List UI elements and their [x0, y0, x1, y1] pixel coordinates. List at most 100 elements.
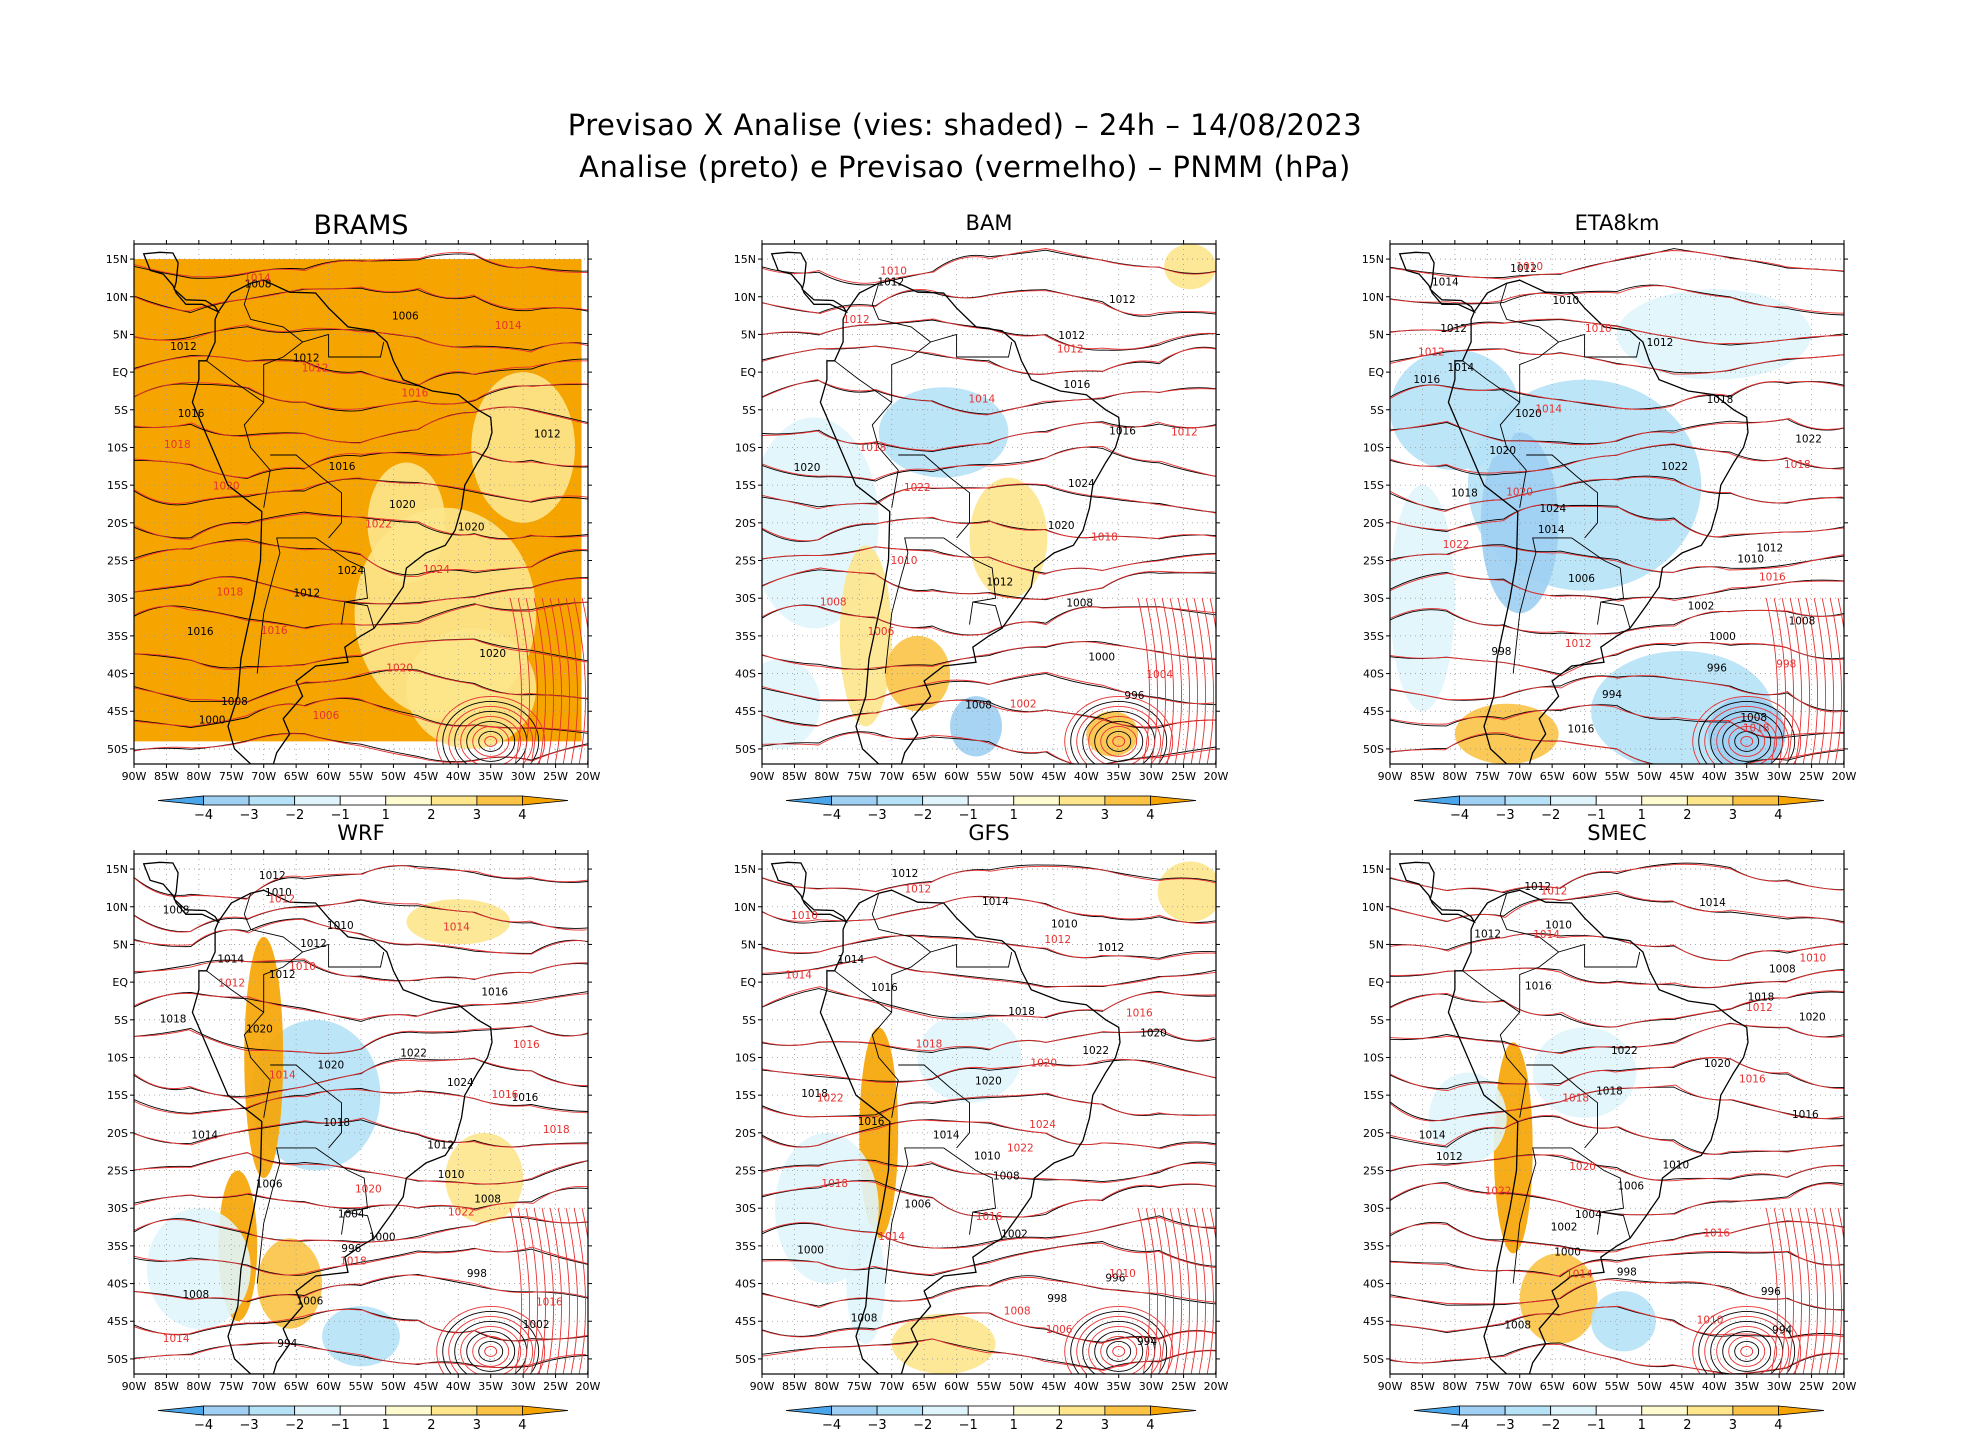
contour-label: 1020 — [458, 522, 485, 534]
contour-label: 1024 — [1029, 1119, 1056, 1131]
bias-region — [250, 1019, 381, 1171]
lat-tick-label: 15N — [106, 253, 128, 266]
colorbar-segment — [1778, 795, 1825, 806]
contour-label: 1010 — [438, 1169, 465, 1181]
lat-tick-label: 10S — [107, 1051, 128, 1064]
lat-tick-label: EQ — [112, 366, 128, 379]
contour-label: 1018 — [916, 1038, 943, 1050]
country-border — [956, 334, 1013, 358]
bias-region — [1707, 696, 1786, 764]
contour-label: 1022 — [1661, 461, 1688, 473]
contour-label: 1018 — [164, 439, 191, 451]
contour-label: 1020 — [1489, 445, 1516, 457]
lat-tick-label: 50S — [735, 743, 756, 756]
lat-tick-label: 35S — [735, 1240, 756, 1253]
lon-tick-label: 60W — [316, 1380, 341, 1393]
contour-label: 1012 — [1746, 1002, 1773, 1014]
panel-title: SMEC — [1587, 821, 1646, 845]
colorbar-segment — [967, 1405, 1015, 1416]
contour-label: 1022 — [1007, 1142, 1034, 1154]
bias-region — [1390, 485, 1455, 712]
colorbar: −4 −3 −2 −1 1 2 3 4 — [157, 795, 569, 823]
colorbar-label: −2 — [285, 808, 304, 823]
country-border — [256, 1147, 316, 1284]
lat-tick-label: 25S — [107, 1165, 128, 1178]
lat-tick-label: 20S — [1363, 517, 1384, 530]
lat-tick-label: 25S — [735, 1165, 756, 1178]
colorbar-segment — [1150, 1405, 1197, 1416]
colorbar-label: −1 — [959, 1418, 978, 1433]
colorbar-segment — [294, 795, 341, 806]
lon-tick-label: 30W — [1139, 1380, 1164, 1393]
contour-label: 1018 — [323, 1117, 350, 1129]
lon-tick-label: 90W — [750, 770, 775, 783]
colorbar-label: 3 — [473, 808, 481, 823]
lon-tick-label: 65W — [912, 1380, 937, 1393]
colorbar: −4 −3 −2 −1 1 2 3 4 — [157, 1405, 569, 1433]
contour-label: 1022 — [1443, 539, 1470, 551]
contour-label: 1012 — [1510, 263, 1537, 275]
contour-label: 1020 — [1569, 1161, 1596, 1173]
contour-label: 1014 — [933, 1129, 960, 1141]
lon-tick-label: 90W — [1378, 770, 1403, 783]
lat-tick-label: 10S — [1363, 441, 1384, 454]
lon-tick-label: 40W — [446, 770, 471, 783]
axes: 90W 85W 80W 75W 70W 65W 60W 55W 50W 45W 40W 35W 30W 2… — [1362, 850, 1857, 1393]
pressure-contours — [134, 865, 588, 1374]
colorbar-label: 3 — [1729, 808, 1737, 823]
colorbar-label: 2 — [427, 1418, 435, 1433]
lat-tick-label: 5N — [1369, 938, 1384, 951]
colorbar-segment — [1058, 795, 1106, 806]
contour-label: 1014 — [878, 1231, 905, 1243]
contour-label: 1008 — [965, 700, 992, 712]
lat-tick-label: 25S — [1363, 555, 1384, 568]
lat-tick-label: 25S — [735, 555, 756, 568]
colorbar-label: 2 — [1683, 808, 1691, 823]
lon-tick-label: 25W — [1171, 1380, 1196, 1393]
lon-tick-label: 75W — [847, 1380, 872, 1393]
contour-label: 1018 — [1743, 722, 1770, 734]
colorbar-segment — [294, 1405, 341, 1416]
lon-tick-label: 65W — [912, 770, 937, 783]
colorbar: −4 −3 −2 −1 1 2 3 4 — [1413, 1405, 1825, 1433]
lon-tick-label: 40W — [1074, 1380, 1099, 1393]
lat-tick-label: 20S — [1363, 1127, 1384, 1140]
contour-label: 994 — [1602, 689, 1622, 701]
axes: 90W 85W 80W 75W 70W 65W 60W 55W 50W 45W 40W 35W 30W 2… — [106, 850, 601, 1393]
lon-tick-label: 55W — [349, 1380, 374, 1393]
map-field: 1012 1014 1010 1012 1014 1016 1018 1020 1022 1020… — [762, 854, 1216, 1374]
contour-label: 1022 — [1795, 433, 1822, 445]
panel-title: BAM — [966, 211, 1013, 235]
lon-tick-label: 25W — [543, 1380, 568, 1393]
contour-label: 1010 — [1585, 323, 1612, 335]
colorbar-label: 2 — [1055, 1418, 1063, 1433]
lon-tick-label: 70W — [251, 770, 276, 783]
contour-label: 998 — [1047, 1293, 1067, 1305]
lon-tick-label: 90W — [1378, 1380, 1403, 1393]
colorbar-segment — [1013, 795, 1060, 806]
colorbar-label: −3 — [868, 808, 887, 823]
contour-label: 1012 — [1647, 337, 1674, 349]
lon-tick-label: 60W — [1572, 770, 1597, 783]
contour-label: 1008 — [163, 905, 190, 917]
lon-tick-label: 85W — [1410, 1380, 1435, 1393]
contour-label: 1012 — [987, 577, 1014, 589]
lon-tick-label: 45W — [413, 770, 438, 783]
colorbar-label: −3 — [240, 808, 259, 823]
bias-region — [406, 628, 537, 749]
contour-label: 1018 — [543, 1124, 570, 1136]
lat-tick-label: 30S — [1363, 592, 1384, 605]
lon-tick-label: 60W — [1572, 1380, 1597, 1393]
contour-label: 1012 — [1440, 323, 1467, 335]
bias-region — [1480, 432, 1559, 614]
colorbar-segment — [1459, 1405, 1506, 1416]
colorbar-segment — [1459, 795, 1506, 806]
lon-tick-label: 30W — [511, 1380, 536, 1393]
contour-label: 1008 — [1740, 712, 1767, 724]
colorbar-segment — [1686, 795, 1734, 806]
contour-label: 1012 — [1098, 942, 1125, 954]
lat-tick-label: 5N — [741, 938, 756, 951]
lon-tick-label: 55W — [1605, 770, 1630, 783]
bias-region — [1164, 244, 1216, 290]
bias-region — [839, 545, 892, 727]
